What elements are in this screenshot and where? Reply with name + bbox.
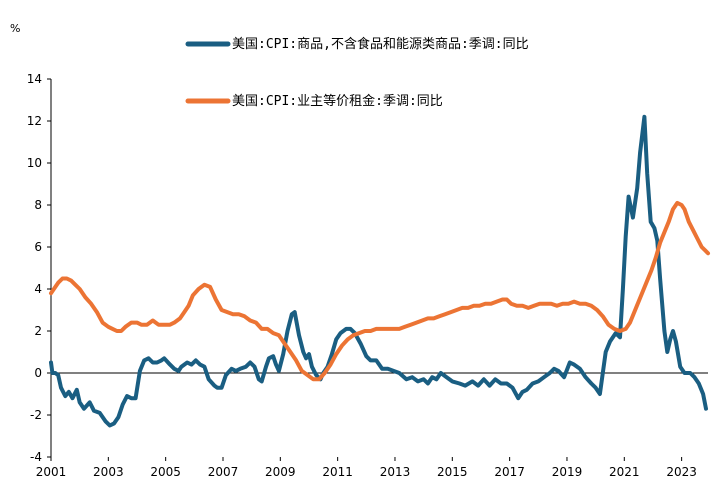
x-tick-label: 2023 <box>666 465 697 479</box>
y-tick-label: 6 <box>34 240 42 254</box>
unit-label: % <box>10 22 20 35</box>
x-tick-label: 2021 <box>609 465 640 479</box>
x-tick-group: 2001 2003 2005 2007 2009 2011 2013 2015 2017 2019… <box>36 457 697 479</box>
x-tick-label: 2005 <box>150 465 181 479</box>
y-tick-group: 14 12 10 8 6 4 2 0 -2 -4 <box>27 72 51 464</box>
legend-label-core-goods: 美国:CPI:商品,不含食品和能源类商品:季调:同比 <box>232 36 529 52</box>
y-tick-label: 8 <box>34 198 42 212</box>
x-tick-label: 2007 <box>208 465 239 479</box>
y-tick-label: 2 <box>34 324 42 338</box>
series-line-core-goods <box>49 114 708 428</box>
x-tick-label: 2013 <box>380 465 411 479</box>
y-tick-label: 0 <box>34 366 42 380</box>
x-tick-label: 2015 <box>437 465 468 479</box>
x-tick-label: 2001 <box>36 465 67 479</box>
series-group <box>49 114 710 428</box>
y-tick-label: -2 <box>30 408 42 422</box>
x-tick-label: 2011 <box>322 465 353 479</box>
series-line-oer <box>49 200 710 382</box>
x-tick-label: 2009 <box>265 465 296 479</box>
x-tick-label: 2017 <box>494 465 525 479</box>
y-tick-label: 14 <box>27 72 42 86</box>
y-tick-label: -4 <box>30 450 42 464</box>
y-tick-label: 10 <box>27 156 42 170</box>
legend-label-oer: 美国:CPI:业主等价租金:季调:同比 <box>232 93 443 109</box>
x-tick-label: 2019 <box>552 465 583 479</box>
y-tick-label: 12 <box>27 114 42 128</box>
y-tick-label: 4 <box>34 282 42 296</box>
x-tick-label: 2003 <box>93 465 124 479</box>
legend: 美国:CPI:商品,不含食品和能源类商品:季调:同比 美国:CPI:业主等价租金… <box>185 36 529 109</box>
